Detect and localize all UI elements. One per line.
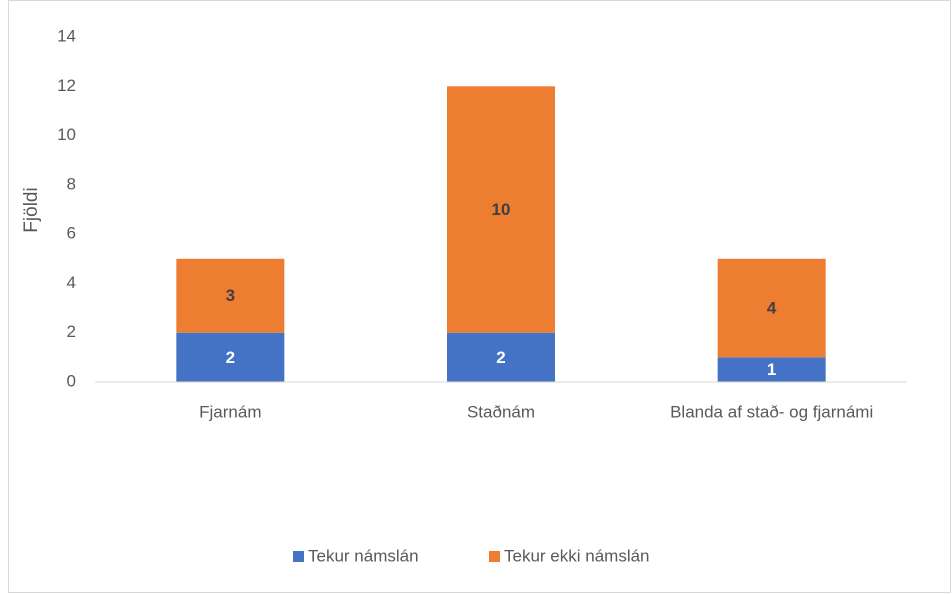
data-label: 2 — [226, 348, 235, 367]
legend-label: Tekur námslán — [308, 546, 419, 565]
bar-segment — [717, 357, 826, 382]
y-tick-label: 14 — [57, 26, 76, 45]
bar-segment — [717, 258, 826, 358]
legend-swatch — [293, 551, 304, 562]
legend-label: Tekur ekki námslán — [504, 546, 650, 565]
data-label: 2 — [496, 348, 505, 367]
bar-segment — [447, 86, 555, 333]
bar-segment — [447, 332, 555, 382]
y-tick-label: 4 — [67, 273, 76, 292]
x-tick-label: Staðnám — [467, 402, 535, 421]
y-tick-label: 0 — [67, 371, 76, 390]
y-tick-label: 10 — [57, 125, 76, 144]
y-axis-label: Fjöldi — [21, 187, 42, 232]
y-tick-label: 2 — [67, 322, 76, 341]
data-label: 4 — [767, 299, 777, 318]
x-tick-label: Blanda af stað- og fjarnámi — [670, 402, 873, 421]
data-label: 10 — [492, 200, 511, 219]
y-tick-label: 12 — [57, 76, 76, 95]
data-label: 1 — [767, 360, 776, 379]
legend-swatch — [489, 551, 500, 562]
data-label: 3 — [226, 286, 235, 305]
x-tick-label: Fjarnám — [199, 402, 261, 421]
y-tick-label: 6 — [67, 224, 76, 243]
y-tick-label: 8 — [67, 174, 76, 193]
bar-segment — [176, 332, 285, 382]
bar-segment — [176, 258, 285, 333]
